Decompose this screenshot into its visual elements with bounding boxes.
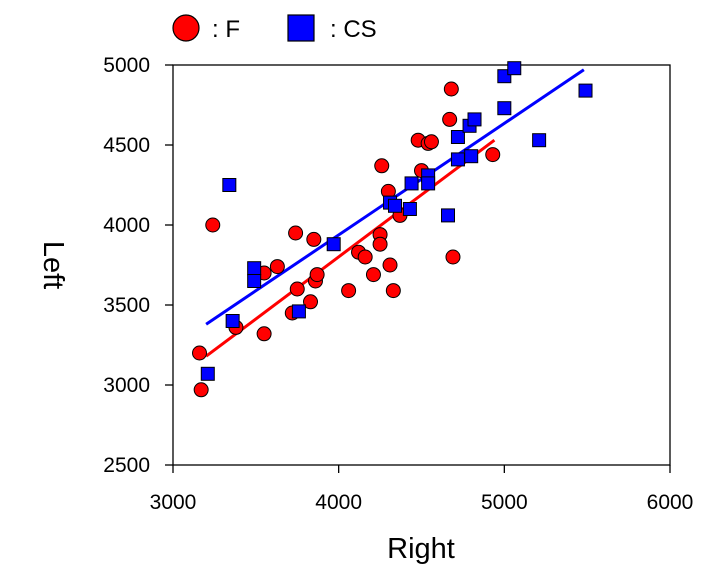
- y-tick-label: 4000: [103, 214, 150, 237]
- f-data-point: [288, 225, 304, 241]
- y-axis-title: Left: [37, 241, 69, 289]
- cs-data-point: [200, 366, 215, 381]
- cs-data-point: [532, 133, 547, 148]
- f-data-point: [306, 231, 322, 247]
- x-tick-label: 5000: [481, 491, 528, 514]
- f-data-point: [192, 345, 208, 361]
- cs-data-point: [222, 178, 237, 192]
- cs-data-point: [421, 176, 436, 191]
- x-tick-label: 4000: [315, 491, 362, 514]
- f-data-point: [303, 294, 319, 310]
- f-data-point: [423, 134, 439, 150]
- x-tick-label: 3000: [150, 491, 197, 514]
- x-axis: 3000 4000 5000 6000: [150, 465, 694, 514]
- f-data-point: [382, 257, 398, 273]
- legend: : F : CS: [172, 14, 377, 43]
- cs-data-point: [450, 152, 465, 167]
- f-data-point: [372, 236, 388, 252]
- f-data-point: [374, 158, 390, 174]
- f-data-point: [385, 283, 401, 299]
- cs-data-point: [247, 261, 262, 276]
- f-data-point: [365, 267, 381, 283]
- cs-data-point: [507, 61, 522, 76]
- x-axis-title: Right: [387, 533, 455, 565]
- f-data-point: [442, 111, 458, 127]
- f-data-point: [205, 217, 221, 233]
- f-trend-line: [205, 138, 496, 358]
- f-data-point: [485, 147, 501, 163]
- f-data-point: [269, 259, 285, 275]
- cs-data-point: [441, 208, 456, 223]
- x-tick-label: 6000: [647, 491, 694, 514]
- cs-data-point: [497, 101, 512, 116]
- cs-data-point: [402, 202, 417, 216]
- y-tick-label: 2500: [103, 454, 150, 477]
- cs-data-point: [404, 176, 419, 191]
- cs-data-point: [326, 237, 341, 252]
- f-data-point: [341, 283, 357, 299]
- legend-f-marker: [172, 14, 200, 42]
- f-data-point: [309, 267, 325, 283]
- cs-data-point: [450, 130, 465, 144]
- cs-data-point: [247, 274, 262, 288]
- data-points: [192, 61, 593, 398]
- y-axis: 2500 3000 3500 4000 4500 5000: [103, 54, 173, 477]
- cs-data-point: [578, 83, 593, 98]
- cs-data-point: [225, 314, 240, 328]
- legend-cs-label: : CS: [330, 16, 377, 43]
- plot-area-frame: [172, 64, 671, 466]
- f-data-point: [193, 382, 209, 398]
- f-data-point: [443, 81, 459, 97]
- y-tick-label: 5000: [103, 54, 150, 77]
- legend-f-label: : F: [212, 16, 240, 43]
- legend-cs-marker: [287, 14, 315, 42]
- f-data-point: [289, 281, 305, 297]
- f-data-point: [256, 326, 272, 342]
- f-data-point: [445, 249, 461, 265]
- cs-data-point: [467, 112, 482, 127]
- y-tick-label: 3500: [103, 294, 150, 317]
- f-data-point: [357, 249, 373, 265]
- cs-data-point: [291, 304, 306, 319]
- y-tick-label: 4500: [103, 134, 150, 157]
- y-tick-label: 3000: [103, 374, 150, 397]
- cs-data-point: [464, 149, 479, 164]
- cs-data-point: [387, 198, 402, 213]
